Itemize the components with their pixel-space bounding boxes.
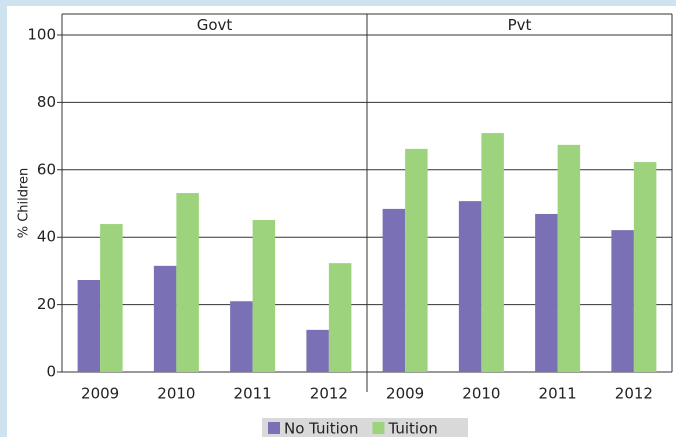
- bar: [611, 230, 634, 372]
- legend-swatch: [372, 422, 385, 434]
- y-tick-label: 60: [37, 160, 56, 178]
- x-tick-label: 2011: [539, 385, 577, 403]
- y-tick-label: 80: [37, 93, 56, 111]
- bar: [306, 329, 329, 372]
- bar: [458, 201, 482, 372]
- x-tick-label: 2009: [81, 385, 119, 403]
- x-tick-label: 2011: [234, 385, 272, 403]
- legend-box: [262, 418, 468, 437]
- bar: [328, 263, 352, 372]
- x-tick-label: 2010: [462, 385, 500, 403]
- legend-label: Tuition: [387, 420, 437, 437]
- bar: [252, 220, 276, 372]
- x-tick-label: 2012: [310, 385, 348, 403]
- bar: [481, 133, 504, 372]
- x-tick-label: 2009: [386, 385, 424, 403]
- bar: [557, 144, 581, 372]
- bar: [153, 265, 177, 372]
- bar: [230, 301, 253, 372]
- bar: [405, 148, 428, 372]
- y-tick-label: 0: [46, 363, 56, 381]
- facet-title: Pvt: [508, 16, 532, 34]
- legend-swatch: [268, 422, 280, 434]
- y-tick-label: 100: [27, 26, 56, 44]
- bar: [382, 208, 406, 372]
- bar: [77, 279, 101, 372]
- bar: [100, 224, 123, 372]
- facet-title: Govt: [197, 16, 233, 34]
- y-tick-label: 40: [37, 228, 56, 246]
- legend-label: No Tuition: [284, 420, 358, 437]
- top-strip: [0, 0, 676, 6]
- bar: [176, 193, 199, 372]
- y-tick-label: 20: [37, 295, 56, 313]
- bar: [633, 162, 657, 372]
- x-tick-label: 2012: [615, 385, 653, 403]
- y-axis-label: % Children: [17, 168, 32, 239]
- x-tick-label: 2010: [157, 385, 195, 403]
- left-strip: [0, 0, 7, 437]
- bar: [535, 213, 558, 372]
